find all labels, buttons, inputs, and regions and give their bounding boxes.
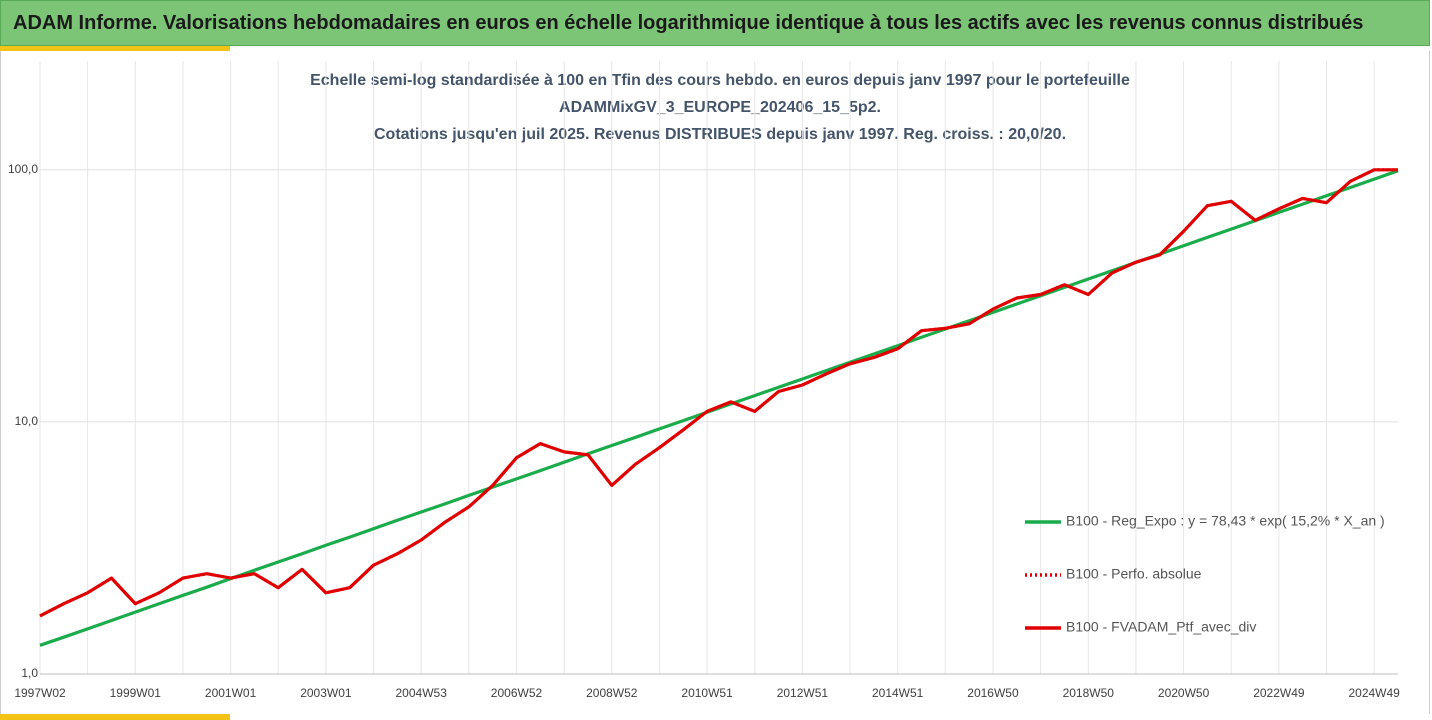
x-tick-label: 2016W50 — [967, 686, 1019, 700]
x-tick-label: 2008W52 — [586, 686, 638, 700]
x-tick-label: 2018W50 — [1063, 686, 1115, 700]
x-tick-label: 2024W49 — [1348, 686, 1400, 700]
accent-bar — [0, 46, 230, 51]
x-tick-label: 2004W53 — [396, 686, 448, 700]
y-tick-label: 10,0 — [15, 414, 39, 428]
y-tick-label: 1,0 — [21, 666, 38, 680]
x-tick-label: 1999W01 — [110, 686, 162, 700]
x-tick-label: 2012W51 — [777, 686, 829, 700]
x-tick-label: 2014W51 — [872, 686, 924, 700]
accent-bar — [0, 714, 230, 720]
x-tick-label: 2003W01 — [300, 686, 352, 700]
subtitle: Cotations jusqu'en juil 2025. Revenus DI… — [374, 126, 1066, 143]
chart-panel — [0, 51, 1430, 714]
header: ADAM Informe. Valorisations hebdomadaire… — [0, 0, 1430, 46]
series-line — [39, 168, 1398, 618]
subtitle: ADAMMixGV_3_EUROPE_202406_15_5p2. — [559, 99, 881, 116]
x-tick-label: 2020W50 — [1158, 686, 1210, 700]
page-title: ADAM Informe. Valorisations hebdomadaire… — [13, 12, 1364, 34]
x-tick-label: 2006W52 — [491, 686, 543, 700]
x-tick-label: 2001W01 — [205, 686, 257, 700]
subtitle: Echelle semi-log standardisée à 100 en T… — [310, 72, 1130, 89]
x-tick-label: 2022W49 — [1253, 686, 1305, 700]
x-tick-label: 2010W51 — [681, 686, 733, 700]
y-tick-label: 100,0 — [8, 162, 38, 176]
legend-label: B100 - FVADAM_Ptf_avec_div — [1066, 619, 1256, 635]
legend-label: B100 - Reg_Expo : y = 78,43 * exp( 15,2%… — [1066, 513, 1385, 529]
x-tick-label: 1997W02 — [14, 686, 66, 700]
series-line — [39, 168, 1398, 618]
legend-label: B100 - Perfo. absolue — [1066, 566, 1202, 582]
